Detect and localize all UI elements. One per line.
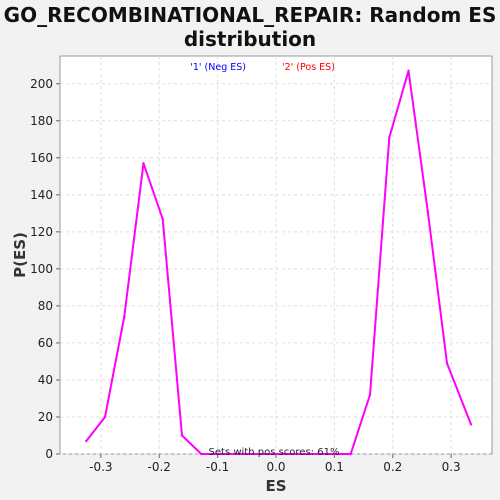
data-point xyxy=(277,452,280,456)
data-point xyxy=(257,452,261,456)
data-point xyxy=(142,162,145,165)
y-tick-label: 60 xyxy=(38,336,53,350)
data-point xyxy=(445,362,449,365)
x-tick-label: -0.2 xyxy=(148,460,171,474)
pos-scores-annotation: Sets with pos scores: 61% xyxy=(209,447,340,458)
grid-lines xyxy=(60,56,492,455)
data-point xyxy=(161,217,164,221)
y-tick-label: 100 xyxy=(30,262,53,276)
data-point xyxy=(238,452,242,456)
x-axis-ticks: -0.3 -0.2 -0.1 0.0 0.1 0.2 0.3 xyxy=(89,454,461,474)
x-tick-label: -0.3 xyxy=(89,460,112,474)
y-tick-label: 120 xyxy=(30,225,53,239)
chart-title-line-2: distribution xyxy=(184,27,316,51)
data-point xyxy=(123,315,126,319)
data-point xyxy=(426,210,429,213)
x-tick-label: -0.1 xyxy=(206,460,229,474)
y-axis-ticks: 0 20 40 60 80 100 120 140 160 180 200 xyxy=(30,77,60,461)
y-tick-label: 200 xyxy=(30,77,53,91)
data-point xyxy=(407,69,410,73)
y-tick-label: 40 xyxy=(38,373,53,387)
x-tick-label: 0.3 xyxy=(442,460,461,474)
y-tick-label: 0 xyxy=(45,447,53,461)
y-tick-label: 140 xyxy=(30,188,53,202)
data-point xyxy=(180,434,184,437)
x-tick-label: 0.1 xyxy=(325,460,344,474)
y-tick-label: 20 xyxy=(38,410,53,424)
series-layer xyxy=(85,69,473,456)
data-point xyxy=(296,452,299,456)
legend-entry-pos-es: '2' (Pos ES) xyxy=(282,62,335,73)
x-tick-label: 0.0 xyxy=(266,460,285,474)
y-tick-label: 180 xyxy=(30,114,53,128)
data-point xyxy=(219,452,222,456)
data-point xyxy=(334,452,338,456)
data-point xyxy=(349,452,352,456)
y-tick-label: 160 xyxy=(30,151,53,165)
data-point xyxy=(388,136,391,139)
data-point xyxy=(200,452,203,456)
y-tick-label: 80 xyxy=(38,299,53,313)
chart-title-line-1: GO_RECOMBINATIONAL_REPAIR: Random ES xyxy=(4,3,497,27)
data-point xyxy=(85,439,88,443)
x-axis-label: ES xyxy=(265,477,286,495)
data-point xyxy=(315,452,319,456)
data-point xyxy=(368,393,372,396)
data-point xyxy=(469,423,473,426)
data-point xyxy=(103,415,107,419)
x-tick-label: 0.2 xyxy=(383,460,402,474)
y-axis-label: P(ES) xyxy=(11,232,29,278)
legend-entry-neg-es: '1' (Neg ES) xyxy=(190,62,246,73)
